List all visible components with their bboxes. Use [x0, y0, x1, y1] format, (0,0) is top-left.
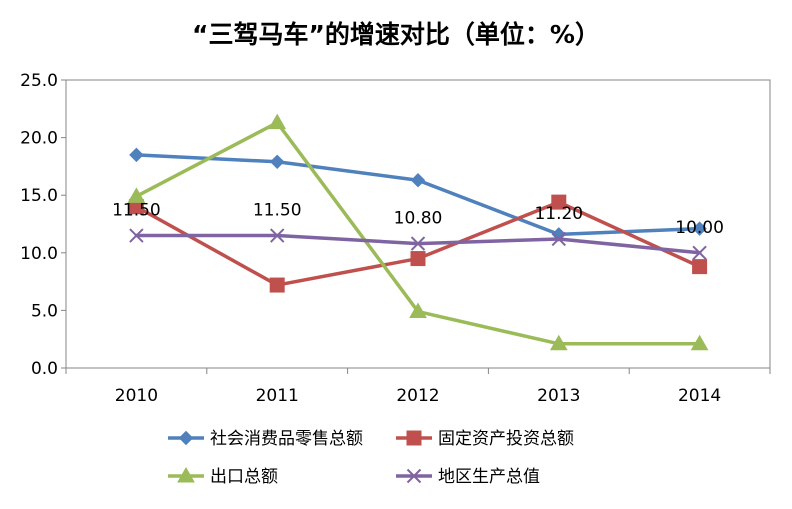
data-point-marker [409, 302, 427, 319]
legend-label: 社会消费品零售总额 [210, 429, 363, 449]
marker-stroke [129, 228, 144, 243]
data-point-marker [178, 430, 194, 446]
data-point-marker [410, 236, 426, 251]
marker-stroke [269, 228, 285, 243]
y-tick-label: 10.0 [20, 244, 58, 264]
data-point-marker [690, 334, 709, 351]
x-tick-label: 2011 [256, 386, 299, 406]
series-layer [127, 113, 709, 351]
series-2 [128, 194, 708, 293]
data-point-marker [269, 228, 285, 243]
marker-stroke [406, 468, 422, 484]
axes: 0.0 5.0 10.0 15.0 20.0 25.0 2010 2011 2012 2013 20… [20, 71, 771, 406]
legend-label: 地区生产总值 [438, 467, 540, 487]
data-label: 11.20 [534, 204, 583, 224]
data-point-marker [410, 251, 426, 267]
chart-title: “三驾马车”的增速对比（单位：%） [192, 20, 600, 49]
data-point-marker [129, 228, 144, 243]
series-4 [129, 228, 707, 261]
data-point-marker [269, 154, 285, 169]
data-point-marker [177, 466, 195, 483]
legend-item: 出口总额 [168, 466, 278, 487]
y-tick-label: 25.0 [20, 71, 58, 91]
data-point-marker [406, 468, 422, 484]
data-point-marker [692, 245, 707, 261]
x-tick-label: 2013 [537, 386, 580, 406]
data-label: 10.80 [394, 209, 443, 229]
data-point-marker [692, 221, 707, 236]
x-tick-label: 2010 [115, 386, 158, 406]
data-point-marker [406, 430, 422, 446]
data-point-marker [129, 147, 144, 163]
series-1 [129, 147, 707, 242]
data-labels-layer: 11.50 11.50 10.80 11.20 10.00 [112, 201, 724, 238]
x-tick-label: 2012 [396, 386, 439, 406]
data-point-marker [269, 277, 285, 293]
legend-item: 社会消费品零售总额 [168, 429, 363, 449]
legend-label: 固定资产投资总额 [438, 429, 574, 449]
y-tick-label: 5.0 [31, 301, 58, 321]
legend-label: 出口总额 [210, 467, 278, 487]
y-tick-label: 15.0 [20, 186, 58, 206]
data-point-marker [551, 194, 567, 210]
data-point-marker [410, 173, 426, 188]
data-point-marker [549, 334, 568, 351]
data-label: 10.00 [675, 218, 724, 238]
y-tick-label: 0.0 [31, 359, 58, 379]
data-point-marker [551, 231, 567, 247]
series-3 [127, 113, 709, 351]
marker-stroke [410, 236, 426, 251]
marker-stroke [692, 245, 707, 261]
legend-item: 地区生产总值 [396, 467, 540, 487]
data-label: 11.50 [112, 201, 161, 221]
data-label: 11.50 [253, 201, 302, 221]
data-point-marker [692, 259, 708, 275]
y-tick-label: 20.0 [20, 129, 58, 149]
x-tick-label: 2014 [678, 386, 721, 406]
data-point-marker [127, 187, 146, 203]
marker-stroke [551, 231, 567, 247]
data-point-marker [268, 113, 287, 130]
legend-item: 固定资产投资总额 [396, 429, 574, 449]
